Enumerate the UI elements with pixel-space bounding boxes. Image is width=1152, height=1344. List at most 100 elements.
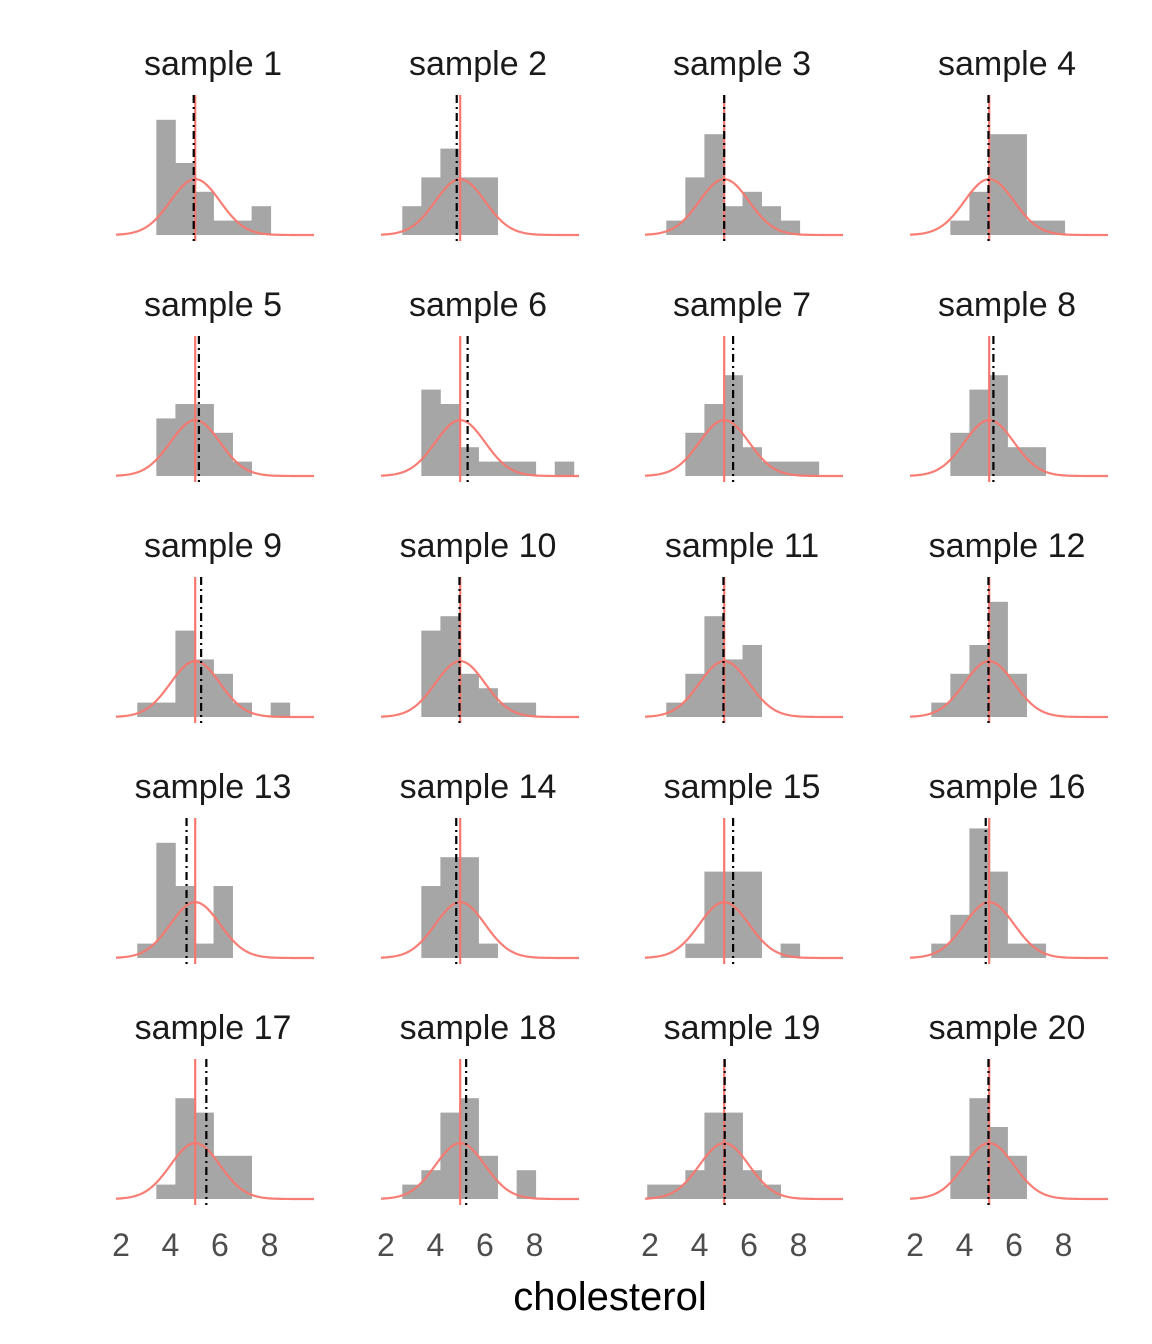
normal-density-curve [909, 660, 1108, 719]
normal-density-curve [909, 901, 1108, 960]
histogram-bar [478, 461, 498, 476]
histogram-bar [459, 673, 479, 717]
histogram-bar [194, 404, 214, 476]
normal-density-curve [644, 178, 843, 237]
histogram-bar [421, 886, 441, 958]
panel-9: sample 9 [115, 527, 314, 723]
histogram-bar [988, 134, 1008, 235]
histogram-bar [194, 191, 214, 235]
x-tick-label: 2 [112, 1227, 130, 1263]
normal-density-curve [644, 419, 843, 478]
histogram-bar [497, 461, 518, 476]
panel-20: sample 20 [909, 1009, 1108, 1205]
panel-17: sample 17 [115, 1009, 314, 1205]
histogram-bar [440, 148, 460, 235]
histogram-bar [1007, 943, 1027, 958]
histogram-bar [1007, 1155, 1027, 1199]
histogram-bar [742, 447, 762, 476]
panel-title: sample 18 [400, 1009, 557, 1047]
normal-density-curve [115, 419, 314, 478]
histogram-bar [988, 871, 1008, 958]
histogram-bar [459, 447, 479, 476]
histogram-bar [1007, 447, 1027, 476]
x-tick-label: 8 [790, 1227, 808, 1263]
x-tick-label: 2 [906, 1227, 924, 1263]
normal-density-curve [115, 1142, 314, 1201]
histogram-bar [459, 857, 479, 958]
panel-title: sample 15 [664, 768, 821, 806]
panel-title: sample 6 [409, 286, 547, 324]
histogram-bar [194, 943, 214, 958]
panel-18: sample 18 [380, 1009, 579, 1205]
histogram-bar [402, 206, 422, 235]
histogram-bar [742, 191, 762, 235]
x-tick-label: 8 [1055, 1227, 1073, 1263]
histogram-bar [723, 659, 743, 717]
histogram-bar [175, 630, 195, 717]
x-tick-label: 6 [1005, 1227, 1023, 1263]
panel-title: sample 13 [135, 768, 292, 806]
panel-title: sample 10 [400, 527, 557, 565]
histogram-bar [761, 461, 782, 476]
x-tick-label: 2 [377, 1227, 395, 1263]
histogram-bar [213, 1155, 233, 1199]
panel-13: sample 13 [115, 768, 314, 964]
histogram-bar [213, 673, 233, 717]
panel-title: sample 8 [938, 286, 1076, 324]
panel-3: sample 3 [644, 45, 843, 241]
histogram-bar [175, 886, 195, 958]
panel-title: sample 7 [673, 286, 811, 324]
normal-density-curve [644, 660, 843, 719]
x-tick-label: 6 [476, 1227, 494, 1263]
panel-title: sample 16 [929, 768, 1086, 806]
histogram-bar [723, 1112, 743, 1199]
histogram-bar [478, 688, 498, 717]
histogram-bar [988, 1127, 1008, 1199]
panel-title: sample 9 [144, 527, 282, 565]
panel-title: sample 20 [929, 1009, 1086, 1047]
x-tick-label: 4 [956, 1227, 974, 1263]
panel-title: sample 3 [673, 45, 811, 83]
histogram-bar [156, 702, 176, 717]
panels-layer: sample 1 sample 2 sample 3 sample 4 sample 5… [115, 45, 1108, 1205]
histogram-bar [723, 375, 743, 476]
histogram-bar [988, 375, 1008, 476]
normal-density-curve [380, 901, 579, 960]
histogram-bar [988, 601, 1008, 717]
histogram-bar [685, 673, 705, 717]
panel-10: sample 10 [380, 527, 579, 723]
normal-density-curve [644, 1142, 843, 1201]
panel-11: sample 11 [644, 527, 843, 723]
x-tick-label: 4 [162, 1227, 180, 1263]
histogram-bar [969, 645, 989, 717]
histogram-bar [478, 1155, 498, 1199]
x-tick-label: 6 [740, 1227, 758, 1263]
histogram-bar [156, 842, 176, 958]
histogram-bar [497, 702, 518, 717]
panel-title: sample 14 [400, 768, 557, 806]
x-tick-label: 4 [691, 1227, 709, 1263]
normal-density-curve [380, 660, 579, 719]
panel-7: sample 7 [644, 286, 843, 482]
histogram-bar [1007, 134, 1027, 235]
normal-density-curve [115, 660, 314, 719]
histogram-bar [969, 389, 989, 476]
histogram-bar [742, 645, 762, 717]
panel-2: sample 2 [380, 45, 579, 241]
histogram-bar [704, 871, 724, 958]
histogram-bar [685, 943, 705, 958]
x-tick-label: 8 [261, 1227, 279, 1263]
normal-density-curve [909, 419, 1108, 478]
histogram-bar [175, 163, 195, 235]
panel-title: sample 12 [929, 527, 1086, 565]
histogram-bar [799, 461, 820, 476]
histogram-bar [194, 1112, 214, 1199]
x-axis-title: cholesterol [513, 1275, 706, 1319]
histogram-bar [478, 943, 498, 958]
histogram-bar [156, 119, 176, 235]
panel-4: sample 4 [909, 45, 1108, 241]
histogram-bar [950, 220, 970, 235]
histogram-bar [950, 1155, 970, 1199]
normal-density-curve [115, 901, 314, 960]
